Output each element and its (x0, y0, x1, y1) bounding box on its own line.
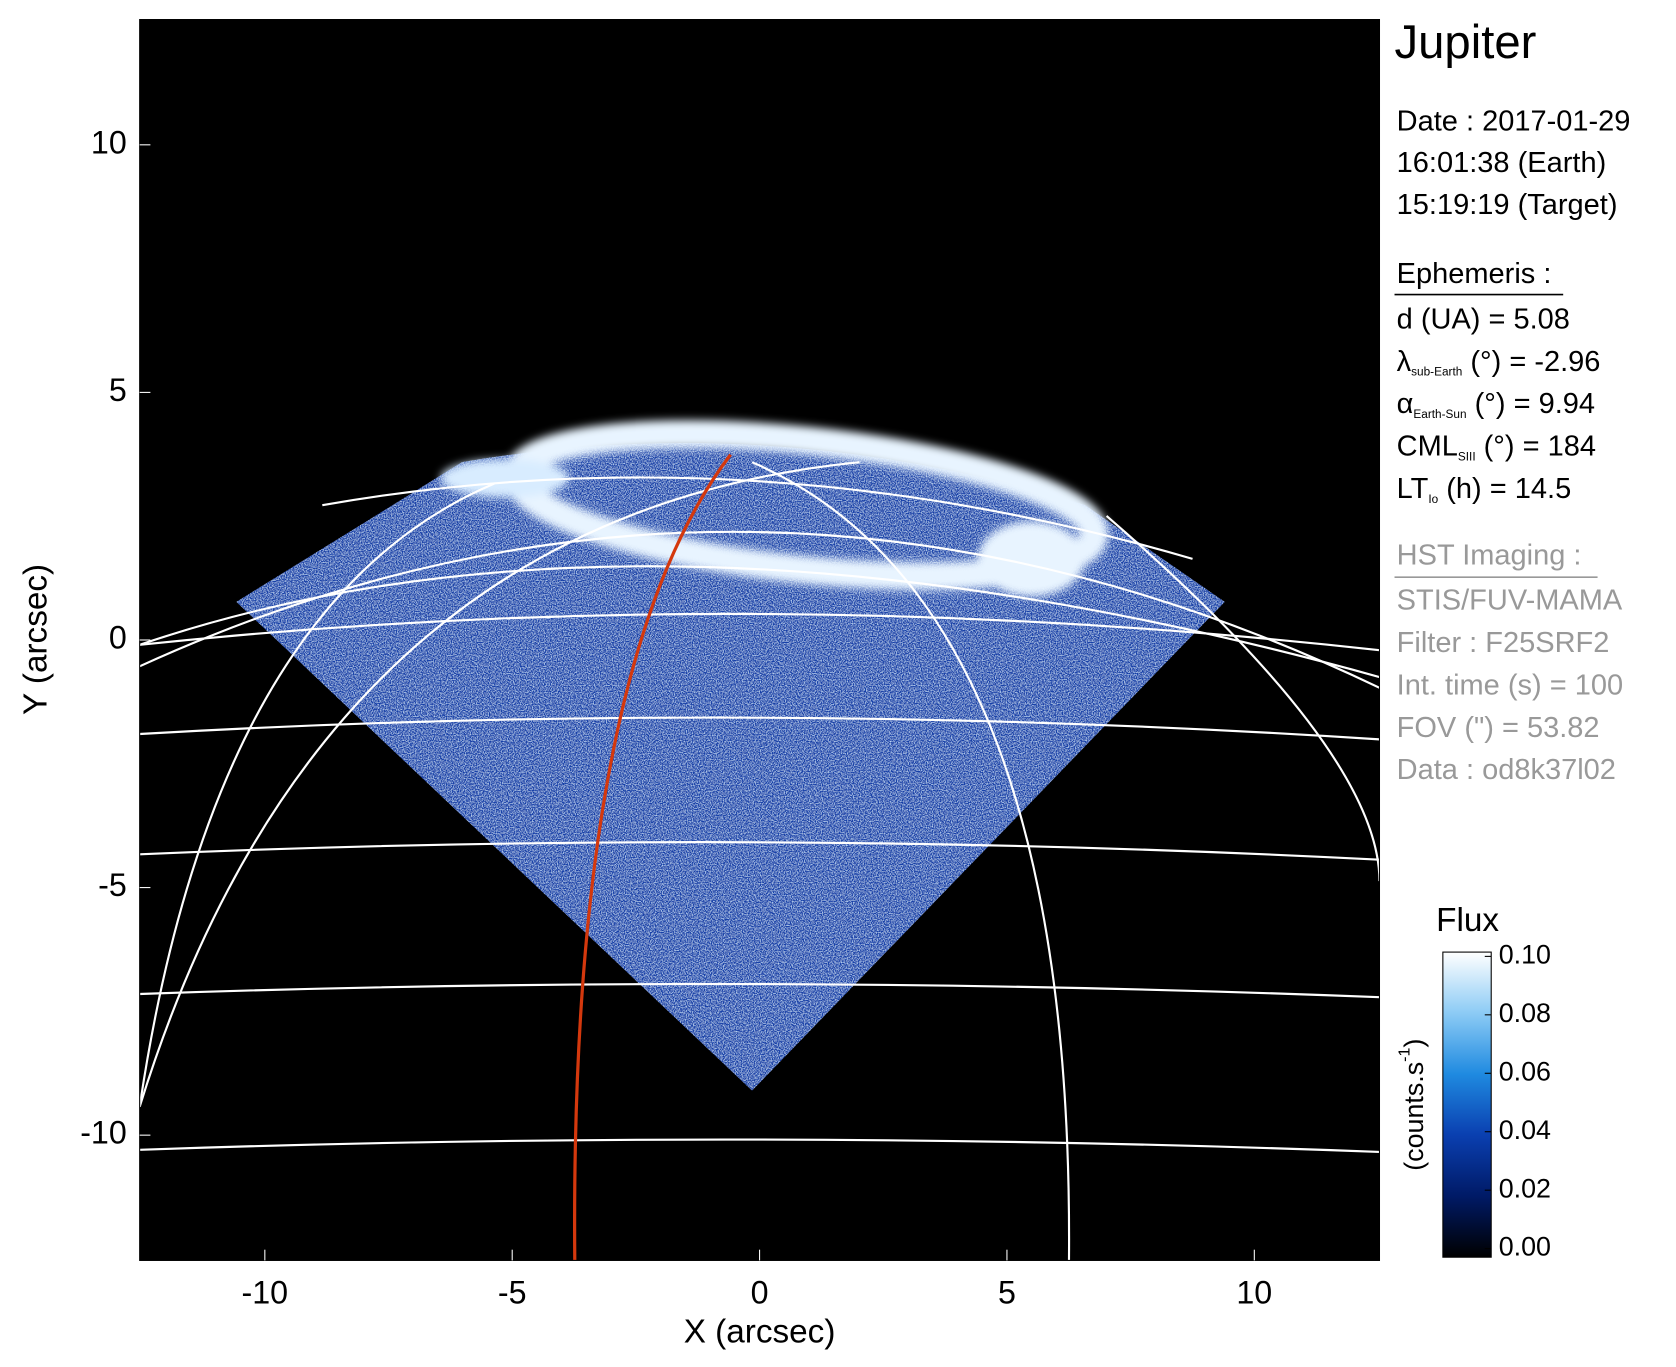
x-tick-label: -10 (242, 1274, 289, 1310)
x-tick-label: 10 (1236, 1274, 1272, 1310)
planet-grid (139, 461, 1380, 1261)
detector-wedge (236, 442, 1225, 1091)
meridian-curve (572, 453, 732, 1261)
x-tick-label: -5 (498, 1274, 527, 1310)
colorbar-tick-label: 0.02 (1499, 1173, 1551, 1203)
ephemeris-sub: SIII (1458, 449, 1476, 463)
colorbar-label: (counts.s-1) (1396, 1039, 1430, 1171)
ephemeris-line: CMLSIII (°) = 184 (1397, 430, 1596, 463)
colorbar (1442, 951, 1492, 1258)
ephemeris-line: LTIo (h) = 14.5 (1397, 473, 1572, 506)
imaging-line: FOV (") = 53.82 (1397, 712, 1600, 744)
y-axis-title: Y (arcsec) (17, 564, 54, 715)
ephemeris-sub: Earth-Sun (1413, 407, 1466, 421)
colorbar-label-text: (counts.s (1399, 1062, 1429, 1171)
ephemeris-line: αEarth-Sun (°) = 9.94 (1397, 388, 1595, 421)
colorbar-label-end: ) (1399, 1039, 1429, 1048)
panel-title: Jupiter (1395, 16, 1537, 69)
image-content (139, 420, 1380, 1261)
ephemeris-main: d (UA) = 5.08 (1397, 303, 1570, 335)
x-tick-label: 0 (751, 1274, 769, 1310)
ephemeris-sub: Io (1428, 492, 1438, 506)
imaging-line: Data : od8k37l02 (1397, 754, 1616, 786)
imaging-title: HST Imaging : (1397, 539, 1582, 571)
x-axis-title: X (arcsec) (684, 1313, 836, 1350)
ephemeris-main: λ (1397, 345, 1412, 377)
ephemeris-main: α (1397, 388, 1414, 420)
y-tick-label: 0 (109, 620, 127, 656)
y-tick-label: 10 (91, 124, 127, 160)
colorbar-tick-label: 0.10 (1499, 939, 1551, 969)
y-tick-label: -10 (80, 1115, 127, 1151)
date-line: Date : 2017-01-29 (1397, 105, 1631, 137)
colorbar-title: Flux (1436, 902, 1499, 939)
x-tick-label: 5 (998, 1274, 1016, 1310)
colorbar-tick-label: 0.04 (1499, 1115, 1551, 1145)
date-line: 15:19:19 (Target) (1397, 189, 1618, 221)
aurora (440, 420, 1109, 597)
colorbar-tick-label: 0.00 (1499, 1232, 1551, 1262)
ephemeris-rest: (h) = 14.5 (1438, 473, 1571, 505)
ephemeris-line: d (UA) = 5.08 (1397, 303, 1570, 335)
ephemeris-main: LT (1397, 473, 1429, 505)
ephemeris-main: CML (1397, 430, 1458, 462)
y-tick-label: 5 (109, 372, 127, 408)
colorbar-tick-label: 0.08 (1499, 998, 1551, 1028)
colorbar-tick-label: 0.06 (1499, 1056, 1551, 1086)
ephemeris-rest: (°) = 184 (1476, 430, 1596, 462)
ephemeris-sub: sub-Earth (1411, 365, 1462, 379)
ephemeris-rest: (°) = -2.96 (1462, 345, 1600, 377)
colorbar-label-sup: -1 (1396, 1047, 1414, 1061)
date-line: 16:01:38 (Earth) (1397, 147, 1607, 179)
ephemeris-title: Ephemeris : (1397, 258, 1552, 290)
ephemeris-line: λsub-Earth (°) = -2.96 (1397, 345, 1601, 378)
ephemeris-rest: (°) = 9.94 (1467, 388, 1595, 420)
imaging-line: STIS/FUV-MAMA (1397, 585, 1623, 617)
y-tick-label: -5 (98, 867, 127, 903)
imaging-line: Filter : F25SRF2 (1397, 627, 1610, 659)
imaging-line: Int. time (s) = 100 (1397, 669, 1623, 701)
